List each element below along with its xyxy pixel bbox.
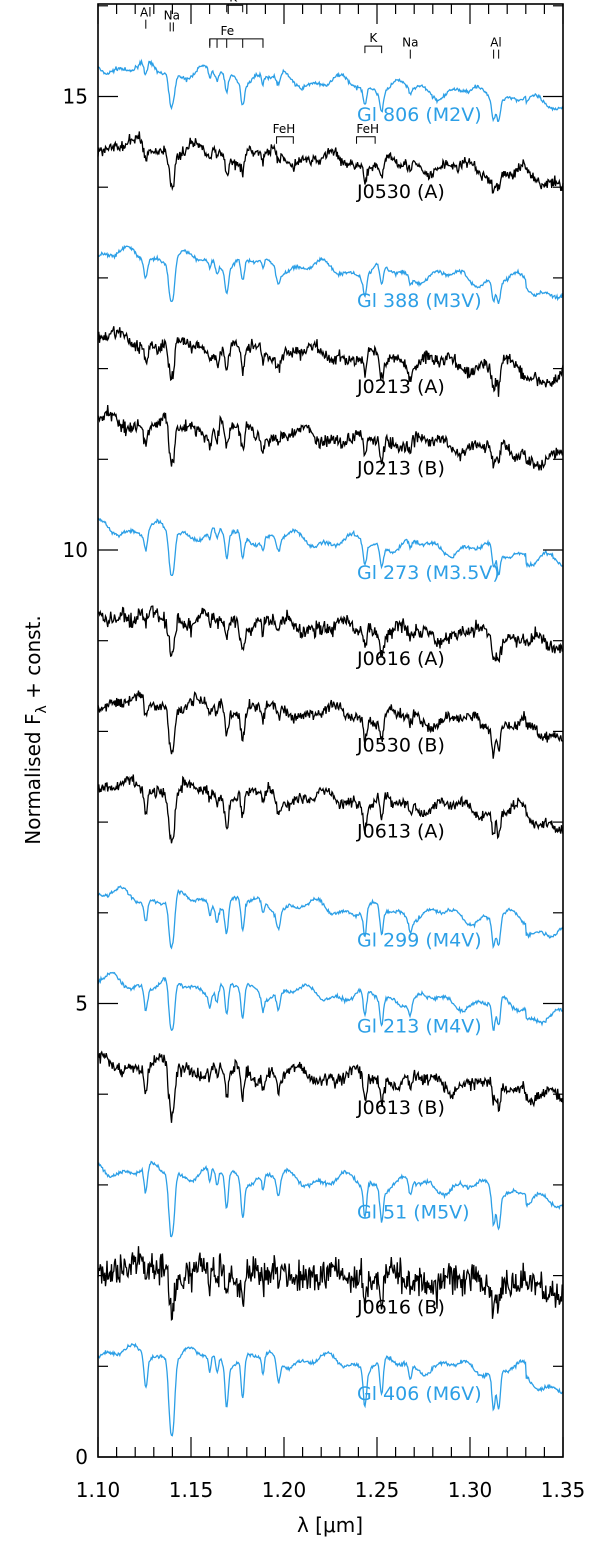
spectrum-label: J0616 (B) [356,1297,445,1319]
y-tick-label: 5 [75,992,88,1016]
spectrum-label: Gl 806 (M2V) [357,104,482,126]
y-axis-title-sub: λ [34,705,50,713]
x-tick-label: 1.35 [541,1478,586,1502]
spectrum-label: Gl 213 (M4V) [357,1015,482,1037]
plot-frame [97,3,564,1458]
line-id-label: K [369,31,378,45]
y-tick-label: 0 [75,1445,88,1469]
line-id-label: Al [140,6,152,20]
spectrum-line [97,244,564,305]
series-labels: Gl 806 (M2V) J0530 (A) Gl 388 (M3V) J0213 (… [356,104,500,1405]
y-axis-title-tail: + const. [21,615,45,705]
spectrum-label: Gl 273 (M3.5V) [357,562,500,584]
spectrum-label: Gl 51 (M5V) [357,1201,470,1223]
spectrum-label: J0213 (A) [356,376,445,398]
line-id-label: Na [164,8,180,22]
line-identifications: Al Na K Fe K Na Al FeH FeH [140,0,502,144]
spectrum-line [97,1160,564,1238]
spectra-layer [97,58,564,1437]
spectrum-label: Gl 406 (M6V) [357,1383,482,1405]
spectrum-label: J0213 (B) [356,458,445,480]
spectrum-line [97,1050,564,1123]
line-id-bracket [226,4,244,13]
spectrum-line [97,326,564,397]
x-tick-label: 1.25 [355,1478,400,1502]
spectrum-line [97,1246,564,1321]
spectrum-line [97,405,563,471]
spectrum-line [97,885,564,950]
spectrum-label: J0530 (A) [356,181,445,203]
x-tick-label: 1.20 [262,1478,307,1502]
spectrum-line [97,690,564,759]
spectrum-line [97,131,564,194]
line-id-bracket [356,136,376,144]
line-id-label: K [229,0,238,4]
spectrum-line [97,58,564,123]
line-id-label: Al [490,36,502,50]
x-axis-title: λ [μm] [297,1513,363,1537]
line-id-label: FeH [356,122,379,136]
spectrum-line [97,517,564,577]
line-id-label: FeH [273,122,296,136]
y-tick-label: 15 [63,85,88,109]
line-id-bracket [209,38,264,46]
axis-ticks: 1.10 1.15 1.20 1.25 1.30 1.35 0 5 10 15 [63,4,586,1502]
spectrum-label: Gl 388 (M3V) [357,290,482,312]
spectrum-label: J0613 (A) [356,820,445,842]
spectrum-label: Gl 299 (M4V) [357,929,482,951]
line-id-bracket [276,136,294,144]
spectrum-label: J0613 (B) [356,1097,445,1119]
y-tick-label: 10 [63,538,88,562]
x-tick-label: 1.30 [448,1478,493,1502]
spectrum-line [97,971,564,1032]
spectrum-line [97,605,564,664]
line-id-label: Fe [220,24,234,38]
line-id-label: Na [402,36,418,50]
y-axis-title-main: Normalised F [21,714,45,845]
spectrum-label: J0616 (A) [356,648,445,670]
spectrum-label: J0530 (B) [356,734,445,756]
line-id-bracket [364,45,383,54]
x-tick-label: 1.10 [76,1478,121,1502]
spectrum-line [97,774,564,844]
spectrum-line [97,1342,563,1437]
x-tick-label: 1.15 [169,1478,214,1502]
y-axis-title: Normalised Fλ + const. [21,615,50,845]
